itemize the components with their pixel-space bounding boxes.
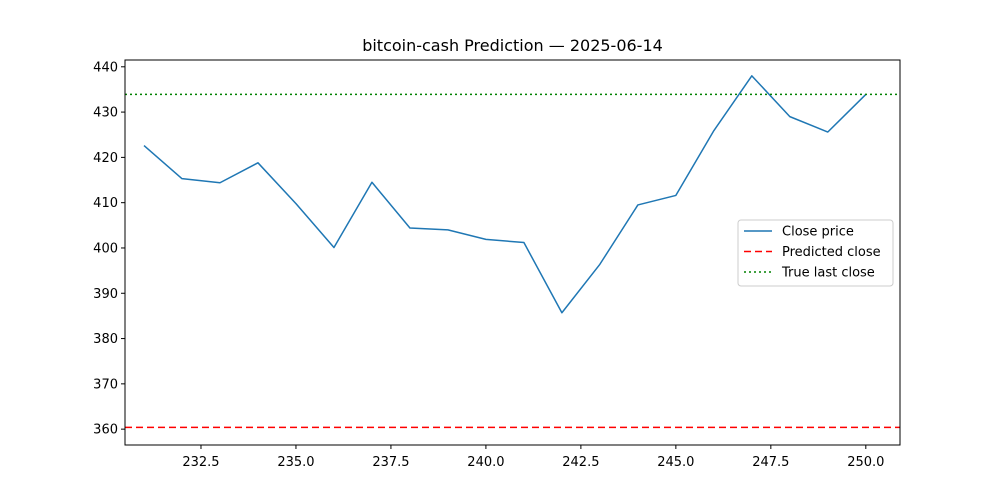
x-tick-label: 250.0 [847,455,884,470]
y-tick-label: 440 [93,60,118,75]
x-tick-label: 245.0 [657,455,694,470]
legend-label-0: Close price [782,225,854,240]
x-tick-label: 242.5 [562,455,599,470]
legend-label-2: True last close [781,266,875,281]
axes: 232.5 235.0 237.5 240.0 242.5 245.0 247.5 250.0… [93,59,901,470]
axes-frame [124,59,901,446]
series-line-0 [143,75,867,314]
x-tick-label: 232.5 [182,455,219,470]
y-tick-label: 360 [93,423,118,438]
legend-label-1: Predicted close [782,245,881,260]
y-tick-label: 390 [93,287,118,302]
x-tick-label: 235.0 [277,455,314,470]
x-tick-label: 247.5 [752,455,789,470]
x-tick-label: 237.5 [372,455,409,470]
y-tick-label: 410 [93,196,118,211]
y-tick-label: 430 [93,106,118,121]
y-tick-label: 370 [93,377,118,392]
legend: Close price Predicted close True last clos… [737,219,894,287]
plot-marks [125,75,900,429]
y-tick-label: 420 [93,151,118,166]
y-tick-label: 400 [93,241,118,256]
y-tick-label: 380 [93,332,118,347]
chart-title: bitcoin-cash Prediction — 2025-06-14 [362,36,663,55]
legend-box [737,219,894,287]
x-tick-label: 240.0 [467,455,504,470]
